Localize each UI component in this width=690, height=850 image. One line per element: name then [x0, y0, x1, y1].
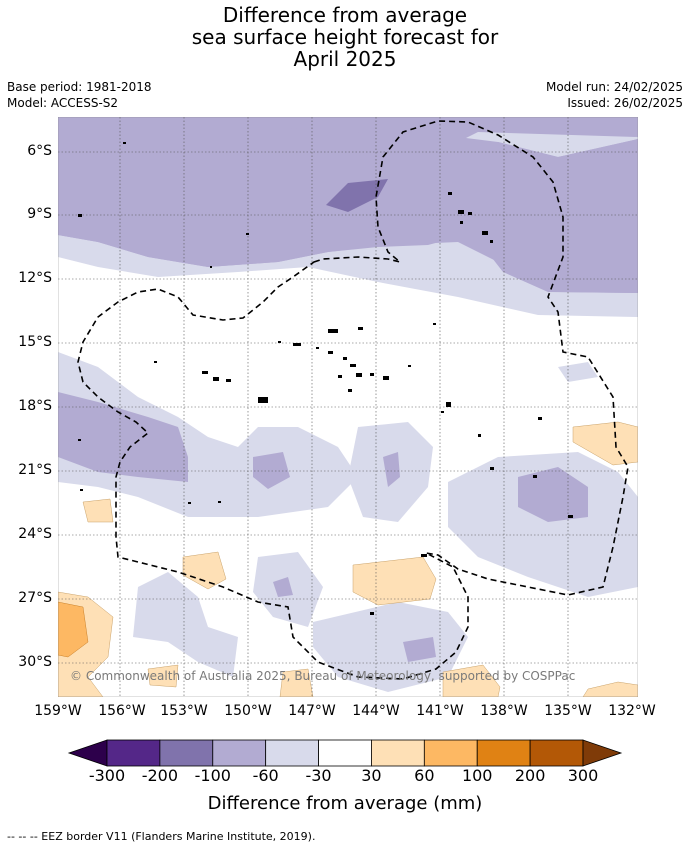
longitude-label: 156°W	[98, 703, 146, 719]
colorbar-tick-label: 30	[361, 766, 382, 785]
anomaly-region-orange-light-1	[572, 421, 638, 466]
anomaly-region-orange-light-3	[182, 551, 227, 590]
longitude-label: 153°W	[160, 703, 208, 719]
eez-border	[77, 120, 629, 680]
anomaly-region-orange-light-2	[82, 498, 114, 523]
longitude-label: 135°W	[544, 703, 592, 719]
title-line-3: April 2025	[293, 47, 397, 71]
longitude-label: 141°W	[416, 703, 464, 719]
anomaly-region-medium-west	[58, 392, 188, 482]
colorbar-tick-label: -100	[194, 766, 231, 785]
islands	[78, 142, 573, 615]
sea-surface-height-map	[58, 117, 638, 697]
colorbar-swatch	[476, 739, 531, 767]
model-name: Model: ACCESS-S2	[7, 96, 119, 110]
anomaly-region-orange-light-9	[582, 681, 638, 697]
base-period: Base period: 1981-2018	[7, 80, 152, 94]
anomaly-region-medium-south-2	[403, 637, 436, 662]
title-line-1: Difference from average	[222, 3, 468, 27]
longitude-label: 132°W	[608, 703, 656, 719]
colorbar-tick-label: 200	[514, 766, 546, 785]
copyright-notice: © Commonwealth of Australia 2025, Bureau…	[70, 669, 576, 683]
colorbar-tick-label: 60	[414, 766, 435, 785]
anomaly-region-medium-east	[518, 467, 588, 522]
colorbar-swatch	[159, 739, 214, 767]
latitude-label: 30°S	[18, 654, 52, 670]
eez-footnote: -- -- -- EEZ border V11 (Flanders Marine…	[7, 830, 316, 843]
longitude-label: 150°W	[224, 703, 272, 719]
longitude-label: 159°W	[34, 703, 82, 719]
colorbar-swatch	[371, 739, 425, 767]
anomaly-region-orange-mid	[58, 601, 89, 658]
anomaly-region-light-east	[448, 452, 638, 597]
colorbar-swatch	[212, 739, 267, 767]
map-title: Difference from average sea surface heig…	[0, 4, 690, 70]
colorbar-title: Difference from average (mm)	[207, 793, 483, 814]
latitude-label: 12°S	[18, 270, 52, 286]
colorbar-tick-label: -60	[252, 766, 279, 785]
anomaly-region-medium-south	[273, 577, 293, 597]
issued-date: Issued: 26/02/2025	[567, 96, 683, 110]
anomaly-region-orange-light-4	[352, 556, 437, 606]
colorbar	[67, 739, 623, 767]
longitude-label: 147°W	[288, 703, 336, 719]
colorbar-tick-label: -300	[88, 766, 126, 785]
anomaly-region-orange-light-6	[147, 664, 179, 688]
anomaly-region-dark-patch	[326, 179, 388, 212]
colorbar-tick-label: 300	[567, 766, 599, 785]
colorbar-swatch	[423, 739, 478, 767]
anomaly-region-orange-light-7	[279, 668, 314, 697]
colorbar-tick-label: 100	[461, 766, 493, 785]
anomaly-region-orange-light-8	[442, 664, 501, 697]
colorbar-extend-high	[582, 739, 623, 767]
latitude-label: 15°S	[18, 334, 52, 350]
colorbar-extend-low	[67, 739, 108, 767]
graticule	[58, 117, 638, 697]
anomaly-region-medium-small	[253, 452, 290, 489]
colorbar-tick-label: -200	[141, 766, 179, 785]
colorbar-swatch	[106, 739, 161, 767]
model-run: Model run: 24/02/2025	[545, 80, 683, 94]
anomaly-region-light-south-1	[133, 572, 238, 677]
latitude-label: 21°S	[18, 462, 52, 478]
latitude-label: 24°S	[18, 526, 52, 542]
latitude-label: 27°S	[18, 590, 52, 606]
meta-right: Model run: 24/02/2025 Issued: 26/02/2025	[546, 79, 683, 111]
latitude-label: 18°S	[18, 398, 52, 414]
anomaly-region-medium-centre	[383, 452, 400, 487]
colorbar-swatch	[318, 739, 372, 767]
latitude-label: 9°S	[27, 206, 52, 222]
colorbar-swatch	[529, 739, 584, 767]
longitude-label: 144°W	[352, 703, 400, 719]
longitude-label: 138°W	[480, 703, 528, 719]
title-line-2: sea surface height forecast for	[191, 25, 499, 49]
colorbar-swatch	[265, 739, 319, 767]
anomaly-region-light-south-3	[313, 602, 468, 692]
colorbar-tick-label: -30	[305, 766, 332, 785]
meta-left: Base period: 1981-2018 Model: ACCESS-S2	[7, 79, 152, 111]
latitude-label: 6°S	[27, 143, 52, 159]
